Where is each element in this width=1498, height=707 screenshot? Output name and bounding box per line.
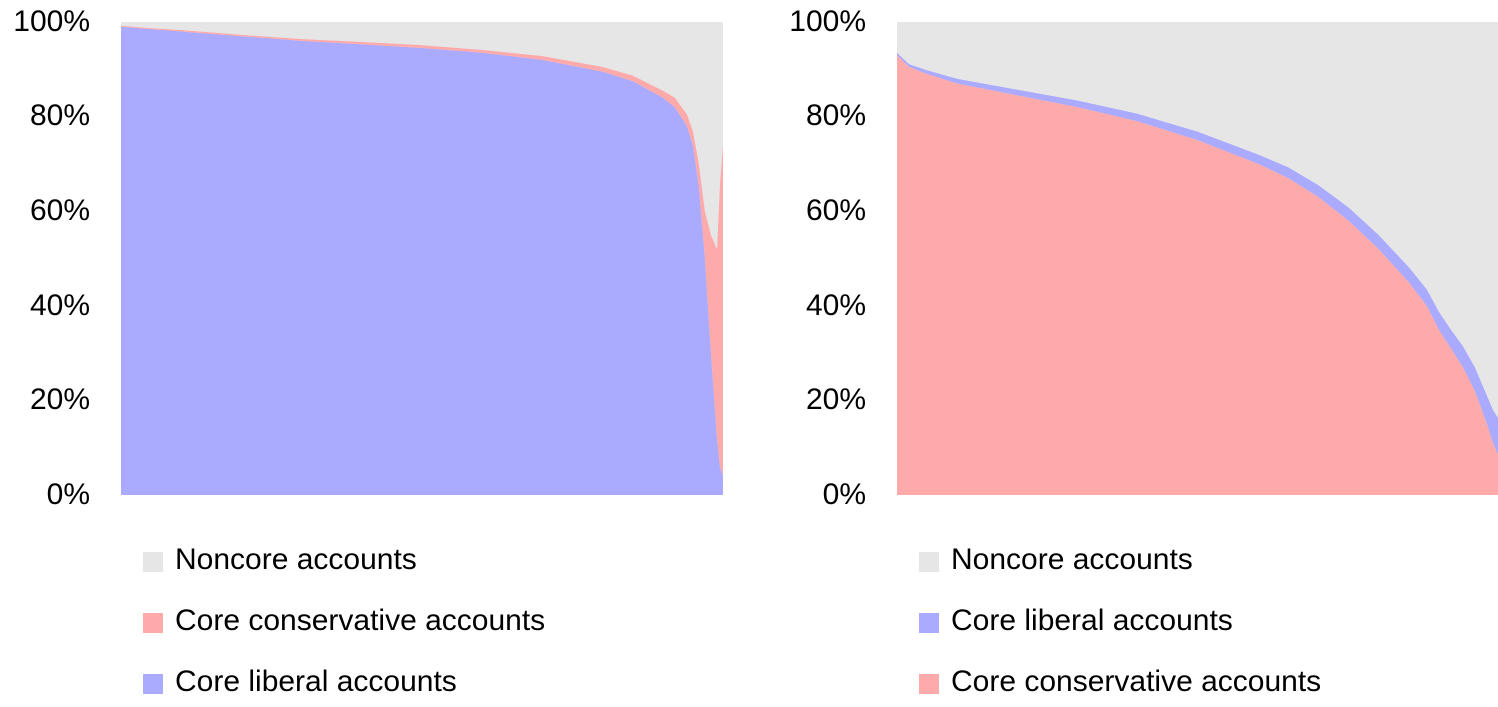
y-tick-label: 100% bbox=[13, 5, 90, 38]
legend-label: Core liberal accounts bbox=[951, 604, 1233, 637]
stacked-area-chart-right bbox=[897, 22, 1498, 495]
y-tick-label: 0% bbox=[46, 478, 90, 511]
chart-panel-right: 0% 20% 40% 60% 80% 100% Noncore accounts… bbox=[776, 0, 1498, 707]
plot-area-left bbox=[121, 22, 723, 495]
y-tick-label: 0% bbox=[822, 478, 866, 511]
legend-label: Noncore accounts bbox=[175, 543, 417, 576]
legend-label: Core liberal accounts bbox=[175, 665, 457, 698]
y-tick-label: 20% bbox=[29, 383, 90, 416]
legend-swatch bbox=[919, 613, 939, 633]
legend-label: Core conservative accounts bbox=[951, 665, 1322, 698]
stacked-area-chart-left bbox=[121, 22, 723, 495]
y-tick-label: 100% bbox=[789, 5, 866, 38]
y-tick-label: 60% bbox=[29, 194, 90, 227]
area-series-liberal bbox=[121, 26, 723, 495]
y-tick-label: 60% bbox=[805, 194, 866, 227]
chart-panel-left: 0% 20% 40% 60% 80% 100% Noncore accounts… bbox=[13, 5, 723, 698]
area-series-noncore bbox=[897, 22, 1498, 418]
legend-swatch bbox=[919, 674, 939, 694]
legend-label: Noncore accounts bbox=[951, 543, 1193, 576]
area-series-noncore bbox=[121, 22, 723, 250]
y-tick-label: 40% bbox=[29, 289, 90, 322]
y-tick-label: 20% bbox=[805, 383, 866, 416]
legend-swatch bbox=[143, 674, 163, 694]
area-series-liberal bbox=[897, 52, 1498, 455]
legend-swatch bbox=[143, 552, 163, 572]
area-series-conservative bbox=[897, 55, 1498, 495]
y-tick-label: 80% bbox=[805, 99, 866, 132]
y-tick-label: 80% bbox=[29, 99, 90, 132]
legend-swatch bbox=[919, 552, 939, 572]
legend-swatch bbox=[143, 613, 163, 633]
legend-label: Core conservative accounts bbox=[175, 604, 546, 637]
y-tick-label: 40% bbox=[805, 289, 866, 322]
plot-area-right bbox=[897, 22, 1498, 495]
